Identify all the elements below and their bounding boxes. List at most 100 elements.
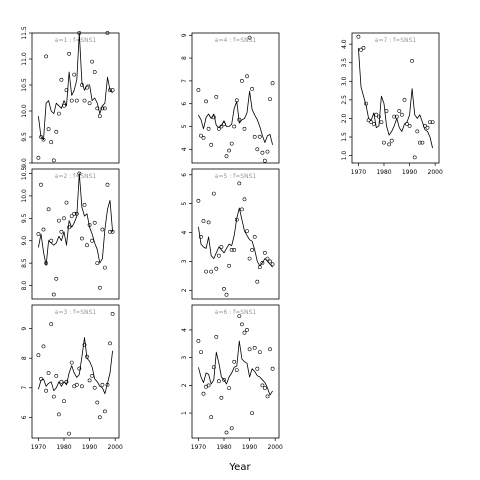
data-point [245,327,249,332]
data-point [92,385,97,390]
x-tick-label: 1990 [242,444,257,451]
data-point [97,415,102,420]
y-tick-label: 3.5 [341,58,348,68]
data-point [105,31,110,35]
y-tick-label: 2.5 [341,95,348,105]
y-tick-label: 11.5 [21,26,28,40]
data-point [214,95,219,99]
data-point [224,430,229,435]
data-point [211,365,216,370]
data-point [204,269,209,274]
data-point [82,98,87,103]
x-tick-label: 1970 [191,444,206,451]
data-point [260,383,265,388]
data-point [57,111,61,116]
data-point [387,142,392,147]
data-point [255,147,260,152]
panel-title: a=3 : f=SNS1 [55,309,97,316]
data-point [85,85,89,90]
data-point [407,124,412,128]
data-point [97,114,102,119]
y-tick-label: 10.5 [21,78,28,92]
data-point [199,234,203,239]
data-point [77,366,82,371]
data-point [227,148,232,153]
data-point [239,207,244,212]
y-tick-label: 9 [21,327,28,331]
data-point [44,388,49,393]
data-point [234,368,239,373]
panel-3: a=3 : f=SNS1 6 7 8 9 1970 1980 1990 2000 [21,304,123,451]
data-point [110,229,115,234]
data-point [74,98,79,103]
x-tick-label: 1990 [82,444,97,451]
data-point [216,253,221,258]
data-point [262,386,267,391]
data-point [72,72,77,77]
y-tick-label: 9.0 [21,158,28,168]
data-point [201,135,206,140]
data-point [80,236,84,241]
data-point [108,88,112,93]
data-point [255,279,260,284]
fitted-line [38,337,113,395]
data-point [356,34,361,39]
data-point [67,431,72,436]
y-tick-label: 1.0 [341,151,348,161]
data-point [49,238,54,243]
data-point [57,412,61,417]
panel-frame [31,32,120,164]
y-tick-label: 7 [181,79,188,83]
x-axis-label: Year [228,462,251,473]
data-point [247,35,252,40]
data-point [67,225,72,230]
data-point [41,137,46,142]
data-point [252,345,257,350]
y-tick-label: 2 [181,288,188,292]
y-tick-label: 9.5 [21,132,28,142]
data-point [39,182,43,187]
data-point [64,379,69,384]
y-tick-label: 5 [181,202,188,206]
panel-title: a=5 : f=SNS1 [215,173,257,180]
data-point [100,382,105,387]
data-point [229,426,234,431]
data-point [222,377,226,382]
data-point [206,220,211,225]
data-point [74,211,79,216]
data-point [250,411,255,416]
data-point [51,394,56,399]
data-point [105,182,110,187]
data-point [49,322,54,327]
data-point [110,88,115,93]
data-point [237,117,242,122]
data-point [219,124,224,129]
data-point [394,114,399,119]
data-point [252,234,257,239]
fitted-line [198,207,273,268]
data-point [39,376,43,381]
data-point [234,217,239,222]
data-point [364,101,369,106]
data-point [430,120,435,125]
data-point [209,415,214,420]
data-point [250,87,255,91]
data-point [87,101,92,106]
data-point [374,112,379,117]
data-point [44,261,49,266]
data-point [268,347,272,352]
data-point [268,97,272,102]
data-point [224,154,229,159]
data-point [105,382,110,387]
data-point [87,223,92,227]
data-point [49,140,54,145]
data-point [201,219,206,223]
x-tick-label: 1980 [56,444,71,451]
x-tick-label: 1980 [216,444,231,451]
panel-5: a=5 : f=SNS1 2 3 4 5 6 [181,168,280,300]
data-point [69,360,74,365]
data-point [412,155,417,160]
panel-title: a=4 : f=SNS1 [215,37,257,44]
data-point [260,150,265,155]
